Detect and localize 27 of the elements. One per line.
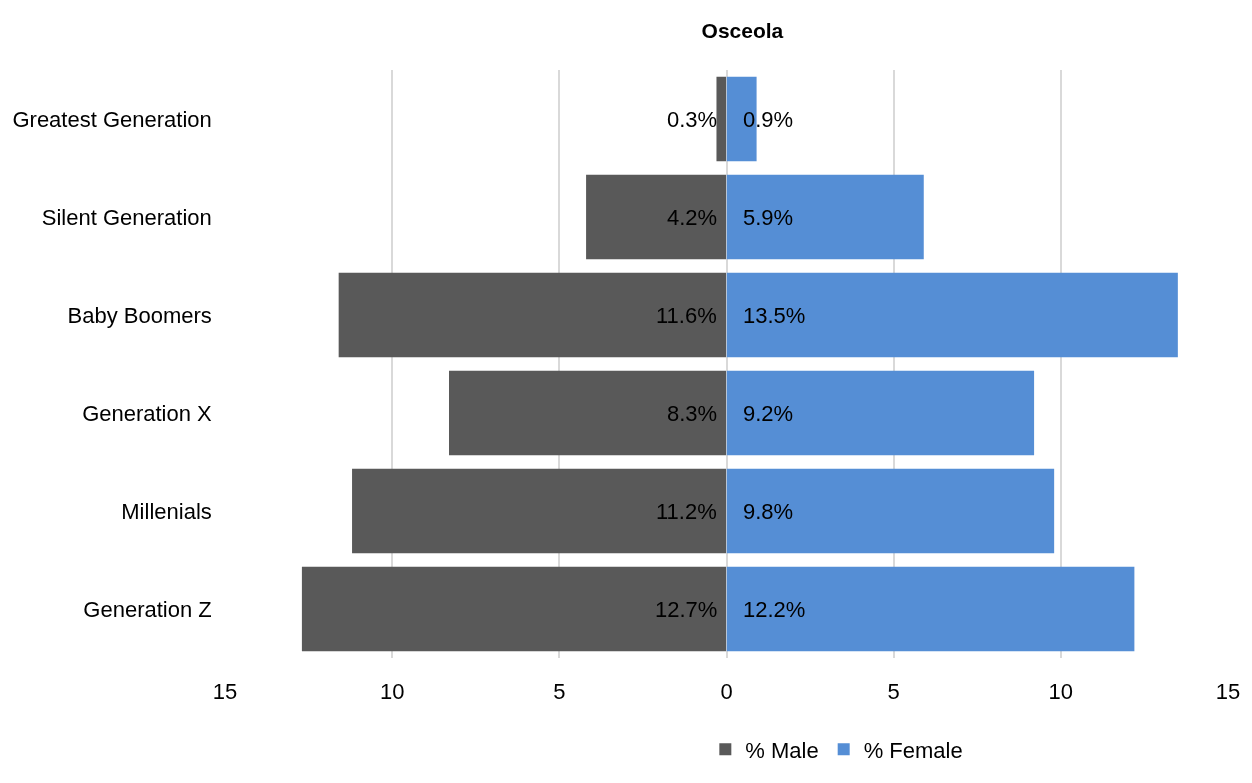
data-label: 8.3% xyxy=(667,401,718,426)
x-tick-label: 5 xyxy=(887,679,900,704)
y-tick-label: Greatest Generation xyxy=(12,106,224,132)
legend-label: % Female xyxy=(863,737,963,763)
data-label: 4.2% xyxy=(667,205,718,230)
data-label: 9.2% xyxy=(743,401,794,426)
y-tick-label: Generation Z xyxy=(83,596,224,622)
y-tick-label: Millenials xyxy=(121,498,224,524)
x-tick-label: 15 xyxy=(1215,679,1241,704)
data-label: 13.5% xyxy=(743,303,806,328)
x-tick-label: 15 xyxy=(212,679,238,704)
legend-label: % Male xyxy=(745,737,819,763)
data-label: 12.7% xyxy=(655,597,718,622)
y-tick-label: Baby Boomers xyxy=(67,302,224,328)
data-label: 0.3% xyxy=(667,107,718,132)
x-tick-label: 10 xyxy=(379,679,405,704)
data-label: 5.9% xyxy=(743,205,794,230)
data-label: 9.8% xyxy=(743,499,794,524)
data-label: 11.2% xyxy=(656,499,717,524)
x-tick-label: 10 xyxy=(1048,679,1074,704)
chart-title: Osceola xyxy=(701,19,784,43)
data-label: 11.6% xyxy=(656,303,717,328)
x-tick-label: 0 xyxy=(720,679,733,704)
data-label: 12.2% xyxy=(743,597,806,622)
y-tick-label: Silent Generation xyxy=(41,204,224,230)
x-tick-label: 5 xyxy=(553,679,566,704)
y-tick-label: Generation X xyxy=(82,400,224,426)
